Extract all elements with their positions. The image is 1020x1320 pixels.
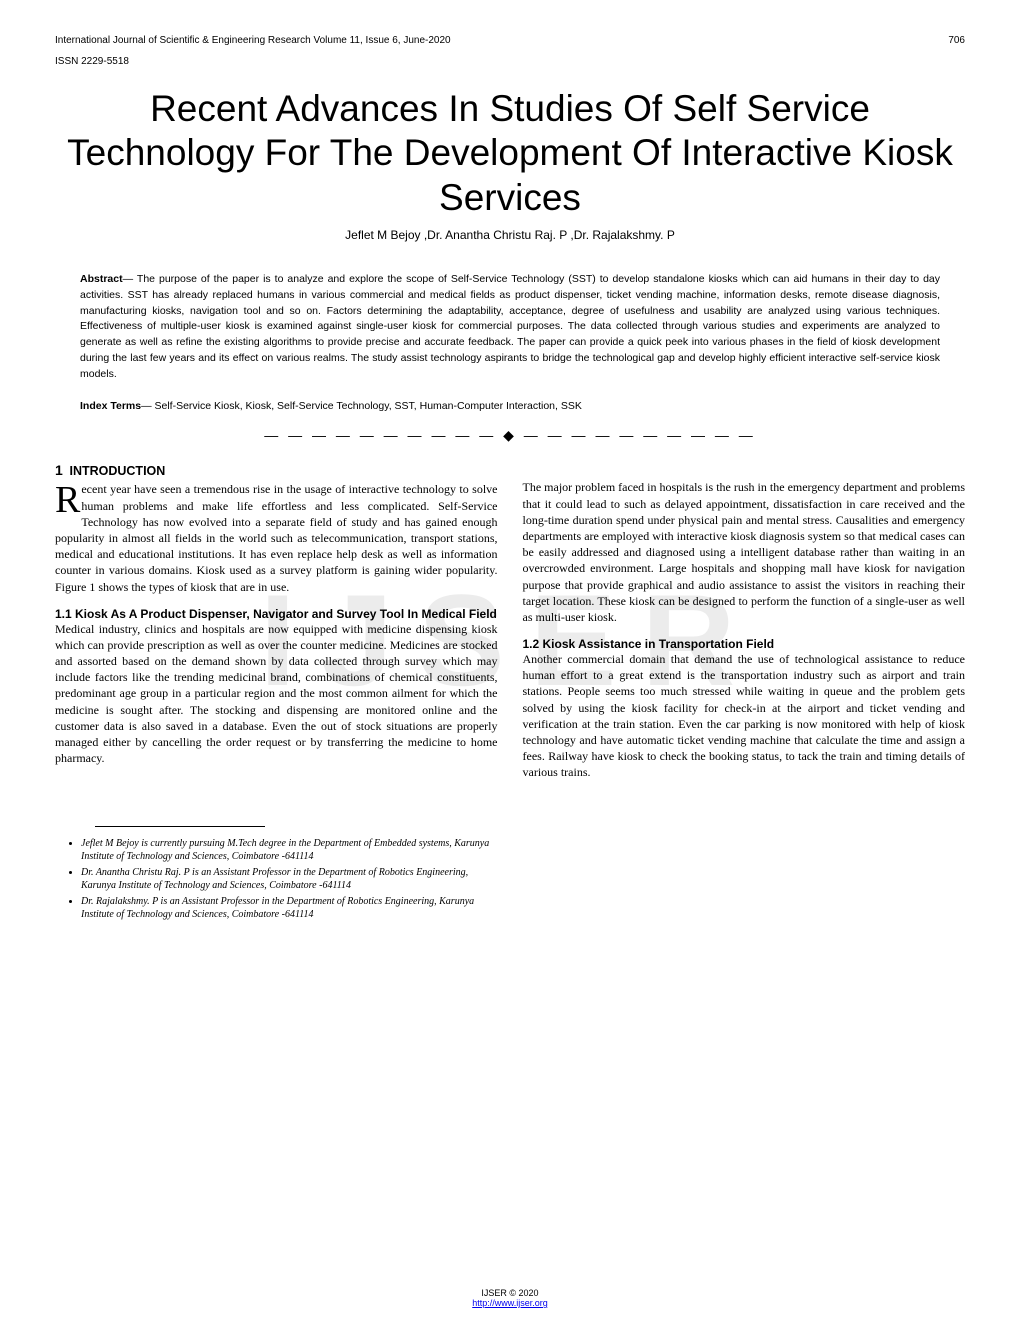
header-row: International Journal of Scientific & En… [55, 35, 965, 46]
author-notes-list: Jeflet M Bejoy is currently pursuing M.T… [55, 837, 498, 921]
right-column: The major problem faced in hospitals is … [523, 462, 966, 924]
section-1-heading: 1 INTRODUCTION [55, 462, 498, 478]
author-notes-divider [95, 826, 265, 827]
section-number: 1 [55, 462, 63, 478]
footer-link[interactable]: http://www.ijser.org [472, 1298, 548, 1308]
index-terms: Index Terms— Self-Service Kiosk, Kiosk, … [80, 400, 940, 412]
col2-paragraph-1: The major problem faced in hospitals is … [523, 479, 966, 625]
section-divider: — — — — — — — — — — ◆ — — — — — — — — — … [55, 427, 965, 444]
issn: ISSN 2229-5518 [55, 56, 965, 67]
two-column-layout: 1 INTRODUCTION Recent year have seen a t… [55, 462, 965, 924]
content-layer: International Journal of Scientific & En… [55, 35, 965, 924]
abstract: Abstract— The purpose of the paper is to… [80, 272, 940, 382]
intro-paragraph: Recent year have seen a tremendous rise … [55, 481, 498, 594]
abstract-label: Abstract [80, 273, 123, 285]
subsection-1-1-heading: 1.1 Kiosk As A Product Dispenser, Naviga… [55, 607, 498, 621]
section-name: INTRODUCTION [69, 464, 165, 478]
subsection-1-2-text: Another commercial domain that demand th… [523, 651, 966, 781]
index-terms-label: Index Terms [80, 400, 141, 412]
page-footer: IJSER © 2020 http://www.ijser.org [0, 1288, 1020, 1308]
subsection-1-2-heading: 1.2 Kiosk Assistance in Transportation F… [523, 637, 966, 651]
page-number: 706 [948, 35, 965, 46]
dropcap: R [55, 481, 81, 515]
author-note-item: Jeflet M Bejoy is currently pursuing M.T… [81, 837, 498, 863]
author-note-item: Dr. Rajalakshmy. P is an Assistant Profe… [81, 895, 498, 921]
authors: Jeflet M Bejoy ,Dr. Anantha Christu Raj.… [55, 228, 965, 242]
author-note-item: Dr. Anantha Christu Raj. P is an Assista… [81, 866, 498, 892]
subsection-1-1-text: Medical industry, clinics and hospitals … [55, 621, 498, 767]
intro-text: ecent year have seen a tremendous rise i… [55, 482, 498, 593]
abstract-text: — The purpose of the paper is to analyze… [80, 273, 940, 380]
journal-name: International Journal of Scientific & En… [55, 35, 451, 46]
index-terms-text: — Self-Service Kiosk, Kiosk, Self-Servic… [141, 400, 582, 412]
paper-title: Recent Advances In Studies Of Self Servi… [55, 87, 965, 220]
left-column: 1 INTRODUCTION Recent year have seen a t… [55, 462, 498, 924]
footer-copyright: IJSER © 2020 [0, 1288, 1020, 1298]
